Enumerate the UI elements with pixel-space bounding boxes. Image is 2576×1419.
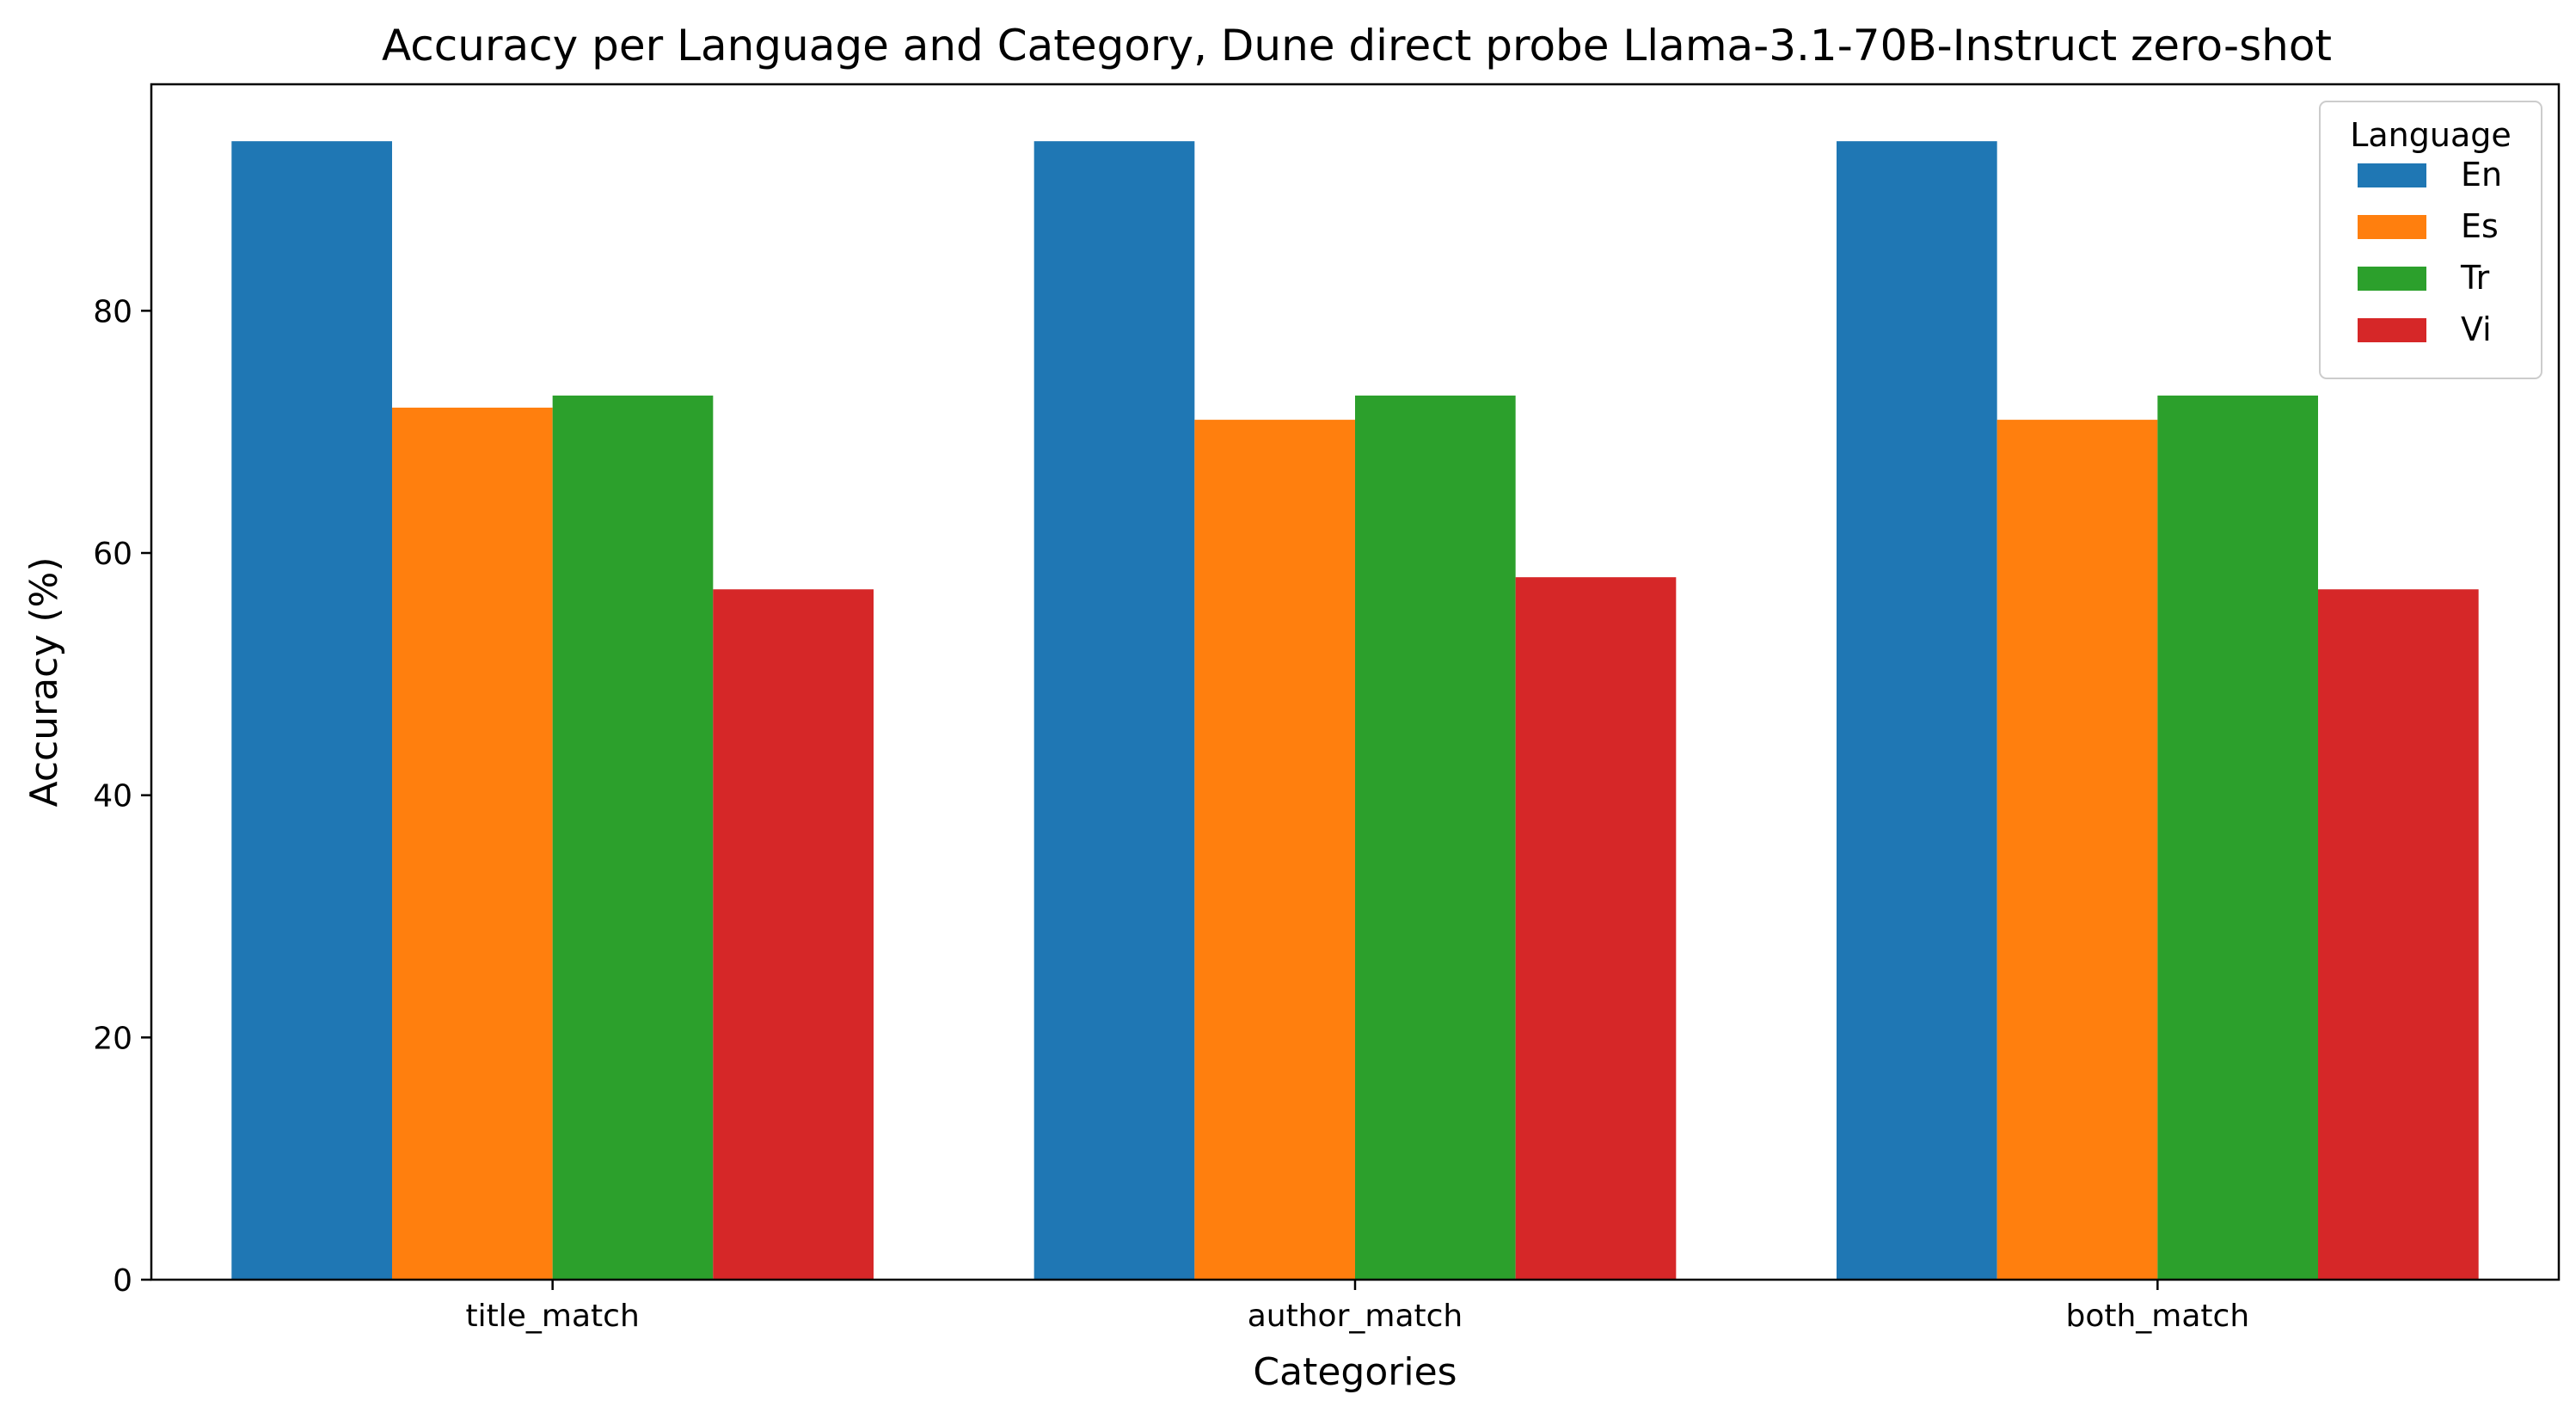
legend-swatch-En xyxy=(2358,163,2426,187)
legend-label-Tr: Tr xyxy=(2460,259,2490,297)
bar-both_match-Tr xyxy=(2157,395,2318,1281)
legend-label-Es: Es xyxy=(2461,207,2499,245)
y-tick-label: 40 xyxy=(93,779,132,814)
legend-swatch-Vi xyxy=(2358,318,2426,342)
x-tick-label: both_match xyxy=(2065,1299,2249,1334)
bar-author_match-Tr xyxy=(1355,395,1516,1281)
x-tick-label: author_match xyxy=(1248,1299,1463,1334)
legend-title: Language xyxy=(2350,116,2512,154)
bar-author_match-Es xyxy=(1194,420,1355,1281)
legend: Language En Es Tr Vi xyxy=(2319,101,2542,379)
bar-title_match-Vi xyxy=(713,589,874,1280)
bar-both_match-Vi xyxy=(2318,589,2479,1280)
bar-both_match-Es xyxy=(1996,420,2158,1281)
chart-title: Accuracy per Language and Category, Dune… xyxy=(382,21,2332,71)
x-axis-label: Categories xyxy=(1253,1350,1457,1394)
bar-title_match-Es xyxy=(392,408,553,1280)
bar-both_match-En xyxy=(1837,141,1997,1281)
legend-label-Vi: Vi xyxy=(2461,310,2492,348)
bar-title_match-Tr xyxy=(552,395,714,1281)
x-tick-label: title_match xyxy=(466,1299,640,1334)
ticks-layer: 0 20 40 60 80 title_match author_match both_mat… xyxy=(93,294,2249,1334)
legend-swatch-Tr xyxy=(2358,267,2426,291)
y-tick-label: 0 xyxy=(113,1263,132,1299)
bar-author_match-En xyxy=(1033,141,1195,1281)
legend-label-En: En xyxy=(2461,156,2502,194)
legend-swatch-Es xyxy=(2358,215,2426,239)
bar-title_match-En xyxy=(231,141,392,1281)
bars-layer xyxy=(231,141,2479,1281)
plot-frame xyxy=(150,83,2561,1281)
y-tick-label: 20 xyxy=(93,1021,132,1056)
y-axis-label: Accuracy (%) xyxy=(22,556,66,807)
y-tick-label: 60 xyxy=(93,537,132,572)
bar-author_match-Vi xyxy=(1515,577,1677,1280)
y-tick-label: 80 xyxy=(93,294,132,329)
